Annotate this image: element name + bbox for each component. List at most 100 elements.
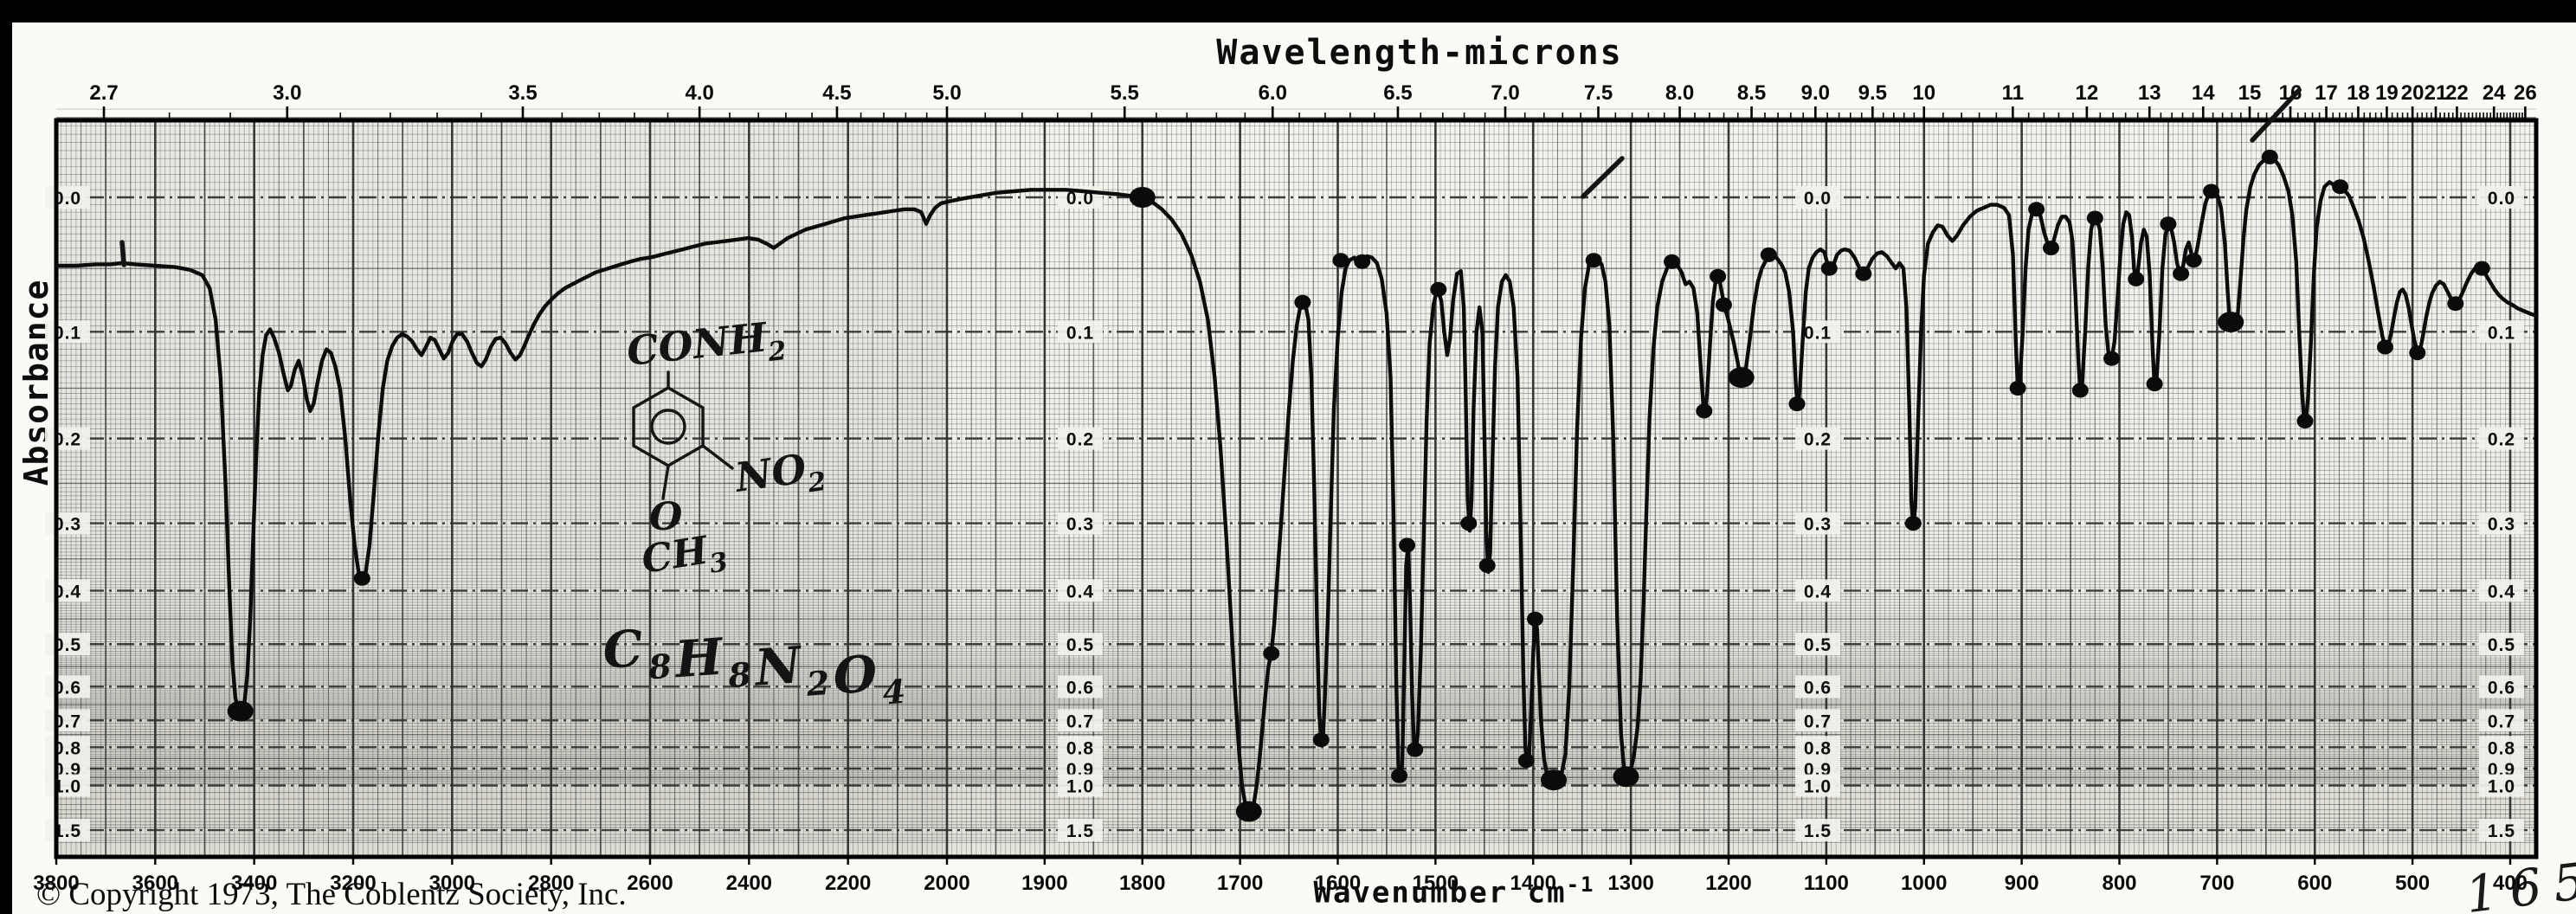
pen-slash-mark bbox=[1581, 156, 1625, 199]
top-axis-label: 7.0 bbox=[1491, 81, 1519, 105]
pen-slash-mark bbox=[2250, 87, 2302, 143]
top-axis-label: 10 bbox=[1912, 81, 1935, 105]
bottom-axis-label: 1600 bbox=[1315, 872, 1361, 895]
ink-blob bbox=[1478, 557, 1496, 573]
top-axis-label: 14 bbox=[2192, 81, 2215, 105]
absorbance-tick-label: 0.3 bbox=[1066, 515, 1094, 535]
absorbance-tick-label: 0.6 bbox=[1804, 678, 1832, 698]
ink-blob bbox=[1391, 768, 1408, 783]
top-axis-label: 12 bbox=[2076, 81, 2099, 105]
scan-edge-left bbox=[0, 0, 12, 914]
ink-blob bbox=[2103, 351, 2120, 366]
y-label-halo bbox=[45, 186, 90, 209]
y-label-halo bbox=[2479, 736, 2524, 759]
absorbance-tick-label: 0.3 bbox=[2488, 515, 2515, 535]
pen-marks bbox=[119, 87, 2302, 267]
top-axis-label: 18 bbox=[2347, 81, 2370, 105]
y-label-halo bbox=[2479, 186, 2524, 209]
ink-blob bbox=[1710, 268, 1727, 284]
bottom-axis-label: 3600 bbox=[132, 872, 178, 895]
absorbance-tick-label: 0.6 bbox=[54, 678, 81, 698]
bottom-axis-label: 2200 bbox=[825, 872, 871, 895]
top-axis-label: 26 bbox=[2514, 81, 2537, 105]
substituent-o: O bbox=[649, 495, 682, 539]
y-label-halo bbox=[2479, 633, 2524, 656]
ink-blob bbox=[1664, 254, 1680, 269]
bond-bottom bbox=[661, 464, 670, 500]
absorbance-tick-label: 0.5 bbox=[1066, 635, 1094, 655]
absorbance-tick-label: 1.5 bbox=[1066, 821, 1094, 841]
absorbance-tick-label: 0.3 bbox=[1804, 515, 1832, 535]
bottom-axis-title-text: Wavenumber cm bbox=[1313, 875, 1567, 911]
absorbance-tick-label: 0.1 bbox=[2488, 323, 2515, 343]
y-label-halo bbox=[2479, 675, 2524, 698]
ink-blobs bbox=[227, 149, 2490, 822]
bottom-axis-label: 1100 bbox=[1804, 872, 1849, 895]
ink-blob bbox=[2009, 381, 2026, 396]
bottom-axis-label: 800 bbox=[2102, 872, 2136, 895]
ink-blob bbox=[1460, 516, 1478, 531]
ink-blob bbox=[2447, 296, 2464, 312]
top-axis-label: 9.0 bbox=[1801, 81, 1830, 105]
ink-blob bbox=[1527, 611, 1543, 627]
absorbance-tick-label: 0.0 bbox=[2488, 189, 2515, 209]
ink-blob bbox=[2377, 339, 2393, 355]
ink-blob bbox=[1696, 403, 1713, 419]
ink-blob bbox=[2160, 216, 2177, 232]
substituent-no2: NO2 bbox=[731, 442, 828, 509]
ink-blob bbox=[2473, 261, 2490, 276]
absorbance-tick-label: 0.6 bbox=[2488, 678, 2515, 698]
ink-blob bbox=[2409, 345, 2426, 361]
pen-slash-mark bbox=[119, 240, 127, 267]
top-axis-label: 7.5 bbox=[1584, 81, 1613, 105]
top-axis-label: 13 bbox=[2138, 81, 2161, 105]
ink-blob bbox=[2261, 149, 2278, 164]
top-axis-label: 5.5 bbox=[1111, 81, 1139, 105]
y-label-halo bbox=[1058, 579, 1103, 602]
ink-blob bbox=[2043, 241, 2059, 255]
ink-blob bbox=[2028, 202, 2045, 217]
bottom-axis-label: 600 bbox=[2297, 872, 2332, 895]
bond-right bbox=[701, 444, 734, 470]
y-label-halo bbox=[2479, 709, 2524, 732]
absorbance-tick-label: 0.0 bbox=[1804, 189, 1832, 209]
absorbance-tick-label: 1.0 bbox=[2488, 777, 2515, 797]
ink-blob bbox=[1263, 646, 1280, 661]
y-label-halo bbox=[1058, 427, 1103, 450]
absorbance-tick-label: 1.0 bbox=[1804, 777, 1832, 797]
y-label-halo bbox=[1058, 709, 1103, 732]
absorbance-tick-label: 0.4 bbox=[54, 582, 81, 602]
absorbance-tick-label: 0.1 bbox=[1066, 323, 1094, 343]
y-label-halo bbox=[1795, 736, 1840, 759]
plot-border bbox=[54, 118, 2539, 859]
bottom-axis-label: 400 bbox=[2493, 872, 2528, 895]
ink-blob bbox=[2203, 183, 2220, 199]
absorbance-tick-label: 1.5 bbox=[1804, 821, 1832, 841]
absorbance-tick-label: 0.1 bbox=[54, 323, 81, 343]
y-label-halo bbox=[45, 512, 90, 535]
ink-blob bbox=[1760, 247, 1777, 262]
y-label-halo bbox=[45, 675, 90, 698]
absorbance-tick-label: 0.2 bbox=[54, 430, 81, 450]
y-label-halo bbox=[45, 427, 90, 450]
top-axis-label: 15 bbox=[2238, 81, 2262, 105]
x-axis-top: 2.7 3.0 3.5 4.0 4.5 5.0 5.5 6.0 6.5 7.0 7.5 8.0 8.5 9… bbox=[89, 81, 2537, 120]
y-label-halo bbox=[45, 633, 90, 656]
y-label-halo bbox=[2479, 320, 2524, 344]
absorbance-tick-label: 0.8 bbox=[54, 738, 81, 758]
molecular-formula: C8H8N2O4 bbox=[601, 601, 911, 731]
ink-blob bbox=[1399, 537, 1416, 553]
x-axis-bottom: 3800 3600 3400 3200 3000 2800 2600 2400 2200 2000… bbox=[33, 857, 2528, 895]
ink-blob bbox=[227, 700, 254, 722]
top-axis-label: 21 bbox=[2425, 81, 2448, 105]
ink-blob bbox=[1129, 187, 1156, 208]
top-axis-label: 3.0 bbox=[273, 81, 301, 105]
y-label-halo bbox=[2479, 579, 2524, 602]
bottom-axis-label: 3800 bbox=[33, 872, 79, 895]
absorbance-tick-label: 1.0 bbox=[54, 777, 81, 797]
ink-blob bbox=[1613, 766, 1639, 788]
y-label-halo bbox=[1058, 512, 1103, 535]
ink-blob bbox=[1585, 253, 1602, 268]
